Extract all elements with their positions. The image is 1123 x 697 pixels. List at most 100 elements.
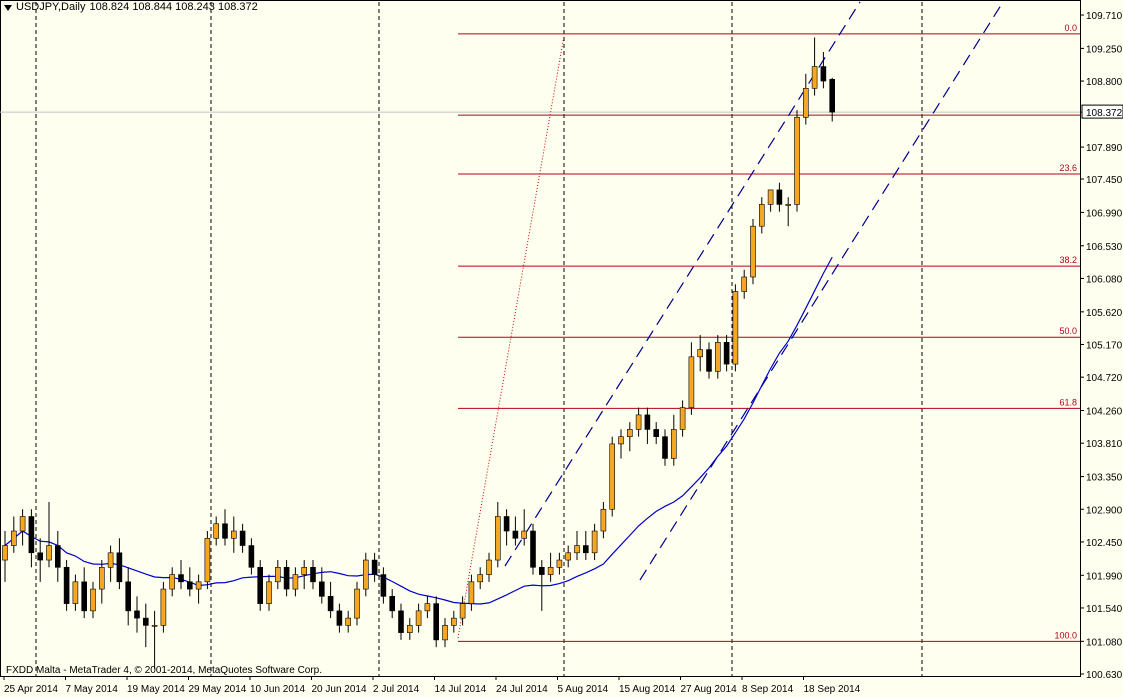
bull-candle — [459, 603, 466, 619]
bull-candle — [424, 603, 431, 612]
current-price-label: 108.372 — [1086, 108, 1123, 119]
bear-candle — [283, 567, 290, 590]
price-axis-label: 109.710 — [1086, 11, 1123, 22]
price-axis-label: 103.810 — [1086, 439, 1123, 450]
bear-candle — [239, 530, 246, 546]
bear-candle — [143, 617, 149, 626]
price-axis-label: 108.800 — [1086, 77, 1123, 88]
bull-candle — [626, 429, 633, 437]
bull-candle — [785, 204, 792, 206]
bull-candle — [442, 625, 448, 641]
bull-candle — [591, 530, 598, 554]
price-axis-label: 107.450 — [1086, 175, 1123, 186]
bear-candle — [54, 545, 61, 568]
bear-candle — [37, 552, 44, 561]
bear-candle — [723, 342, 730, 365]
fibo-level-label: 23.6 — [1059, 163, 1077, 173]
bull-candle — [406, 625, 413, 633]
time-axis-label: 29 May 2014 — [189, 684, 247, 695]
price-axis-label: 102.900 — [1086, 505, 1123, 516]
bull-candle — [11, 530, 17, 546]
bear-candle — [820, 66, 827, 82]
moving-average-line — [4, 256, 833, 605]
chart-header: USDJPY,Daily 108.824 108.844 108.243 108… — [4, 1, 258, 13]
bull-candle — [521, 530, 528, 539]
bear-candle — [398, 610, 404, 633]
bull-candle — [794, 117, 800, 205]
ohlc-values: 108.824 108.844 108.243 108.372 — [89, 1, 258, 13]
bull-candle — [635, 414, 642, 430]
symbol-timeframe: USDJPY,Daily — [16, 1, 86, 13]
price-axis-label: 106.080 — [1086, 274, 1123, 285]
price-axis-label: 101.080 — [1086, 637, 1123, 648]
time-axis-label: 8 Sep 2014 — [742, 684, 794, 695]
current-price-box — [1081, 104, 1123, 119]
bear-candle — [187, 581, 193, 590]
bull-candle — [72, 581, 79, 604]
dropdown-triangle-icon[interactable] — [4, 4, 12, 11]
bear-candle — [371, 559, 378, 575]
bull-candle — [99, 567, 105, 590]
bear-candle — [582, 545, 589, 554]
price-axis-label: 109.250 — [1086, 44, 1123, 55]
bear-candle — [829, 79, 836, 113]
time-axis-label: 15 Aug 2014 — [619, 684, 676, 695]
price-axis-label: 106.530 — [1086, 242, 1123, 253]
time-axis-label: 18 Sep 2014 — [804, 684, 861, 695]
bull-candle — [741, 276, 748, 292]
price-axis-label: 105.170 — [1086, 341, 1123, 352]
price-axis-label: 103.350 — [1086, 473, 1123, 484]
bear-candle — [248, 545, 255, 568]
bull-candle — [204, 537, 211, 583]
bear-candle — [222, 523, 228, 539]
bull-candle — [151, 625, 158, 627]
time-axis-label: 10 Jun 2014 — [250, 684, 305, 695]
price-axis-label: 104.720 — [1086, 373, 1123, 384]
bull-candle — [732, 291, 739, 365]
bull-candle — [274, 567, 281, 583]
bear-candle — [318, 581, 325, 597]
bull-candle — [688, 356, 695, 408]
fibo-level-label: 61.8 — [1059, 397, 1077, 407]
price-axis-label: 102.450 — [1086, 538, 1123, 549]
plot-frame — [0, 0, 1081, 677]
bear-candle — [327, 596, 334, 612]
price-axis-label: 106.990 — [1086, 208, 1123, 219]
bear-candle — [178, 574, 184, 583]
bull-candle — [758, 204, 765, 227]
fibo-level-label: 100.0 — [1054, 630, 1077, 640]
bull-candle — [565, 552, 572, 561]
bear-candle — [134, 610, 140, 619]
bear-candle — [503, 516, 510, 532]
bear-candle — [433, 603, 440, 641]
fibo-level-label: 0.0 — [1064, 23, 1077, 33]
bear-candle — [81, 581, 87, 612]
time-axis-label: 19 May 2014 — [127, 684, 185, 695]
price-axis-label: 101.540 — [1086, 604, 1123, 615]
bear-candle — [28, 516, 35, 554]
bear-candle — [512, 530, 519, 539]
time-axis-label: 20 Jun 2014 — [312, 684, 367, 695]
time-axis-label: 2 Jul 2014 — [373, 684, 420, 695]
broker-credit: FXDD Malta - MetaTrader 4, © 2001-2014, … — [6, 665, 323, 676]
bull-candle — [697, 349, 704, 358]
bull-candle — [547, 567, 554, 575]
time-axis-label: 5 Aug 2014 — [558, 684, 609, 695]
bull-candle — [767, 189, 774, 205]
bull-candle — [468, 581, 475, 604]
time-axis-label: 24 Jul 2014 — [496, 684, 548, 695]
bear-candle — [644, 414, 651, 430]
time-axis-label: 25 Apr 2014 — [4, 684, 58, 695]
bear-candle — [662, 436, 668, 459]
channel-upper-line — [504, 1, 861, 567]
price-axis-label: 107.890 — [1086, 143, 1123, 154]
bull-candle — [231, 530, 237, 539]
bull-candle — [670, 429, 677, 459]
bull-candle — [609, 443, 616, 510]
bear-candle — [706, 349, 712, 372]
bull-candle — [169, 574, 175, 590]
bull-candle — [301, 567, 308, 575]
fibo-level-label: 50.0 — [1059, 326, 1077, 336]
